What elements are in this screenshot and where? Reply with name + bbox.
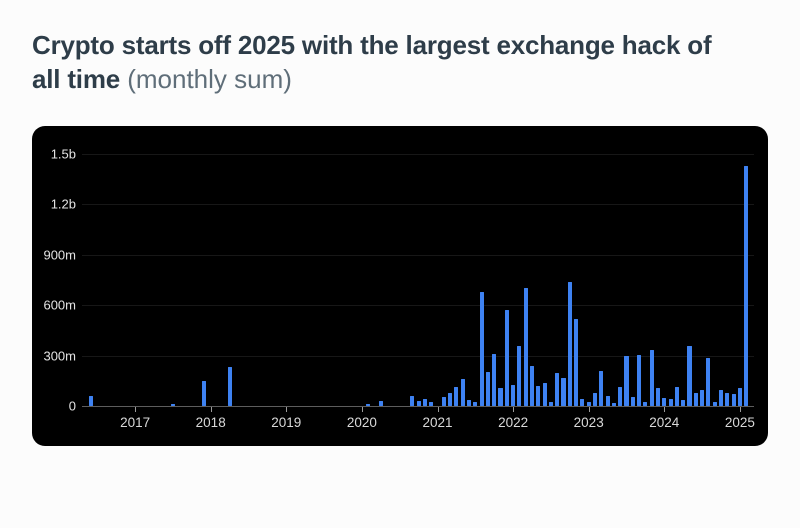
gridline	[82, 355, 754, 357]
x-tick-mark	[739, 407, 741, 412]
bar-2020-11	[422, 399, 427, 406]
bar-2024-06	[693, 393, 698, 406]
gridline	[82, 154, 754, 155]
y-tick-label: 900m	[43, 247, 76, 263]
bar-2020-10	[416, 400, 421, 406]
bar-2021-12	[504, 310, 509, 406]
page-title: Crypto starts off 2025 with the largest …	[32, 28, 744, 96]
bar-2023-02	[592, 393, 598, 406]
y-tick-label: 1.2b	[50, 196, 76, 212]
y-tick-label: 0	[68, 398, 76, 414]
bar-2023-08	[630, 396, 635, 406]
bar-2023-12	[655, 388, 661, 406]
bar-2024-02	[668, 399, 673, 406]
y-tick-label: 300m	[43, 348, 76, 364]
x-tick-label: 2025	[724, 415, 755, 430]
bar-2022-03	[523, 288, 528, 406]
bar-2023-10	[643, 401, 648, 406]
x-axis-line	[82, 406, 754, 407]
bar-2023-04	[605, 395, 610, 406]
x-tick-label: 2021	[422, 415, 453, 430]
title-note: (monthly sum)	[120, 64, 292, 94]
bar-2022-02	[517, 345, 522, 406]
bar-2020-02	[366, 404, 371, 406]
bar-2022-04	[529, 366, 535, 406]
bar-2022-05	[536, 385, 541, 406]
bar-2021-09	[485, 372, 490, 406]
bar-2021-11	[498, 388, 503, 406]
x-tick-mark	[361, 407, 363, 412]
bar-2024-07	[700, 389, 705, 406]
bar-2022-10	[567, 281, 572, 406]
gridline	[82, 254, 754, 256]
bar-2021-03	[448, 392, 453, 406]
x-tick-mark	[437, 407, 439, 412]
bar-2023-01	[586, 401, 591, 406]
x-tick-label: 2020	[346, 415, 377, 430]
bar-2024-04	[681, 399, 686, 406]
bar-chart-plot: 0 300m 600m 900m 1.2b 1.5b 2017 2018 2019 2020 202…	[32, 126, 768, 446]
x-tick-label: 2017	[120, 415, 151, 430]
y-tick-label: 600m	[43, 297, 76, 313]
bar-2024-12	[731, 394, 736, 406]
bar-2023-11	[649, 349, 654, 406]
x-tick-label: 2018	[195, 415, 226, 430]
bar-2021-04	[454, 387, 459, 406]
bar-2022-11	[574, 319, 579, 406]
x-tick-label: 2023	[573, 415, 604, 430]
bar-2021-10	[492, 353, 497, 406]
bar-2024-03	[674, 386, 679, 406]
bar-2023-09	[637, 354, 642, 406]
bar-2021-02	[441, 397, 446, 406]
title-text: Crypto starts off 2025 with the largest …	[32, 30, 712, 94]
bar-2024-11	[725, 392, 730, 406]
bar-2016-06	[88, 395, 94, 406]
bar-2023-05	[611, 402, 616, 406]
bar-2021-06	[466, 399, 472, 406]
bar-2022-12	[580, 399, 585, 406]
x-tick-mark	[588, 407, 590, 412]
bar-2020-04	[378, 400, 383, 406]
bar-2023-06	[618, 386, 623, 406]
bar-2022-06	[542, 383, 547, 406]
bar-2017-07	[170, 404, 175, 406]
gridline	[82, 204, 754, 206]
bar-2023-03	[599, 370, 604, 406]
bar-2022-07	[548, 401, 553, 406]
bar-2025-02	[744, 165, 749, 406]
bar-2024-09	[712, 401, 717, 406]
bar-2021-08	[479, 291, 484, 406]
bar-2024-01	[662, 398, 667, 406]
bar-2025-01	[737, 388, 742, 406]
bar-2024-10	[718, 389, 724, 406]
y-tick-label: 1.5b	[50, 146, 76, 162]
bar-2022-01	[511, 384, 516, 406]
bar-2023-07	[624, 356, 629, 406]
x-tick-label: 2019	[271, 415, 302, 430]
x-tick-mark	[286, 407, 288, 412]
bar-2017-12	[202, 380, 207, 406]
bar-2020-12	[429, 401, 434, 406]
bar-2022-08	[555, 373, 560, 406]
bar-2021-05	[460, 379, 465, 406]
x-tick-label: 2024	[649, 415, 680, 430]
x-tick-mark	[513, 407, 515, 412]
bar-2024-08	[706, 357, 711, 406]
bar-2024-05	[687, 345, 692, 406]
bar-2021-07	[473, 401, 478, 406]
footer: cointelegraph.com source:DeFiLlama	[0, 446, 800, 528]
gridline	[82, 305, 754, 307]
bar-2022-09	[561, 378, 566, 406]
x-tick-label: 2022	[498, 415, 529, 430]
x-tick-mark	[664, 407, 666, 412]
x-tick-mark	[135, 407, 137, 412]
x-tick-mark	[210, 407, 212, 412]
bar-2020-09	[410, 395, 415, 406]
chart-panel: 0 300m 600m 900m 1.2b 1.5b 2017 2018 2019 2020 202…	[32, 126, 768, 446]
bar-2018-04	[227, 366, 232, 406]
